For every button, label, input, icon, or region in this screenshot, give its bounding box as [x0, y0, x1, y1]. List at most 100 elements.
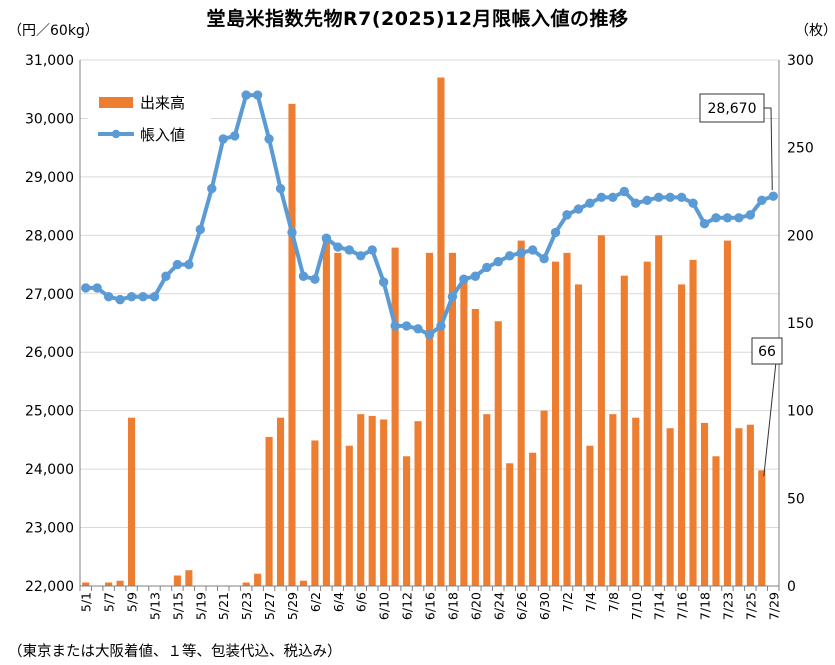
volume-bar: [620, 275, 628, 586]
settlement-point: [138, 292, 148, 302]
volume-bar: [105, 582, 113, 586]
volume-bar: [173, 575, 181, 586]
y-right-tick-label: 100: [787, 404, 814, 420]
volume-bar: [334, 252, 342, 586]
volume-bar: [380, 419, 388, 586]
volume-bar: [483, 414, 491, 586]
annotations: 28,670 66: [699, 93, 783, 477]
x-tick-label: 6/30: [537, 592, 552, 620]
x-tick-label: 5/23: [239, 592, 254, 620]
settlement-point: [676, 192, 687, 203]
volume-bar: [471, 308, 479, 586]
settlement-point: [378, 277, 389, 287]
y-left-tick-label: 27,000: [25, 287, 74, 303]
settlement-point: [562, 210, 572, 220]
settlement-point: [585, 198, 595, 208]
settlement-point: [527, 245, 538, 255]
tick-labels: 22,000 23,000 24,000 25,000 26,000 27,000 28,0…: [25, 53, 814, 620]
volume-bar: [574, 284, 583, 586]
volume-bar: [82, 582, 90, 586]
settlement-point: [642, 195, 652, 205]
settlement-point: [482, 262, 492, 273]
volume-bar: [666, 428, 674, 586]
settlement-point: [550, 227, 561, 238]
volume-bar: [609, 414, 617, 586]
volume-bar: [689, 259, 697, 586]
volume-bar: [529, 452, 537, 586]
settlement-point: [653, 192, 664, 203]
y-left-tick-label: 23,000: [25, 521, 74, 537]
settlement-point: [207, 183, 217, 194]
settlement-point: [619, 186, 630, 197]
y-left-tick-label: 29,000: [25, 170, 74, 186]
volume-bar: [128, 417, 136, 586]
x-tick-label: 6/2: [308, 592, 323, 612]
settlement-point: [275, 183, 286, 194]
settlement-point: [241, 90, 251, 100]
settlement-point: [264, 134, 274, 144]
settlement-point: [436, 321, 446, 331]
x-tick-label: 7/8: [606, 592, 621, 612]
settlement-point: [333, 242, 343, 252]
callout-label-settlement: 28,670: [708, 101, 757, 117]
volume-bar: [746, 424, 754, 586]
volume-bar: [700, 422, 709, 586]
volume-bar: [403, 456, 411, 586]
callout-box-settlement: [699, 93, 765, 123]
volume-bar: [242, 582, 250, 586]
volume-bars: [82, 77, 766, 587]
volume-bar: [460, 277, 468, 586]
x-tick-label: 6/10: [377, 592, 392, 620]
x-tick-label: 5/21: [216, 592, 231, 620]
settlement-point: [115, 294, 125, 305]
right-axis-unit: （枚）: [795, 23, 835, 39]
x-tick-label: 6/4: [331, 592, 346, 612]
volume-bar: [632, 417, 640, 586]
x-tick-label: 5/9: [125, 592, 140, 612]
footnote: （東京または大阪着値、１等、包装代込、税込み）: [8, 644, 342, 660]
x-tick-label: 6/24: [491, 592, 506, 620]
settlement-point: [699, 218, 710, 229]
volume-bar: [425, 252, 434, 586]
volume-bar: [391, 247, 399, 586]
settlement-point: [505, 251, 515, 261]
settlement-point: [184, 259, 194, 270]
volume-bar: [586, 445, 594, 586]
volume-bar: [437, 77, 445, 587]
volume-bar: [276, 417, 285, 586]
x-tick-label: 5/1: [79, 592, 94, 612]
settlement-point: [447, 292, 458, 302]
callout-leader-volume: [763, 361, 777, 477]
settlement-point: [195, 224, 206, 235]
volume-bar: [723, 240, 731, 587]
volume-bar: [116, 580, 124, 586]
volume-bar: [735, 428, 743, 586]
settlement-point: [103, 292, 114, 302]
settlement-point: [573, 204, 584, 214]
settlement-point: [161, 271, 171, 281]
left-axis-unit: （円／60kg）: [8, 23, 99, 39]
settlement-point: [356, 251, 366, 261]
volume-bar: [357, 414, 365, 586]
settlement-point: [459, 274, 469, 284]
y-left-tick-label: 30,000: [25, 111, 74, 127]
x-tick-label: 5/29: [285, 592, 300, 620]
settlement-point: [757, 195, 767, 205]
settlement-point: [252, 90, 263, 100]
x-tick-label: 7/23: [720, 592, 735, 620]
settlement-point: [218, 134, 228, 144]
callout-box-volume: [751, 337, 783, 365]
chart-title: 堂島米指数先物R7(2025)12月限帳入値の推移: [206, 8, 629, 30]
callout-label-volume: 66: [758, 344, 776, 360]
volume-bar: [299, 580, 308, 586]
settlement-point: [287, 227, 297, 238]
x-tick-label: 7/10: [629, 592, 644, 620]
settlement-point: [631, 198, 641, 208]
settlement-point: [722, 213, 733, 223]
volume-bar: [288, 103, 296, 586]
volume-bar: [712, 456, 720, 586]
legend-label-volume: 出来高: [140, 94, 185, 112]
legend-swatch-volume: [99, 97, 133, 108]
volume-bar: [551, 261, 560, 586]
